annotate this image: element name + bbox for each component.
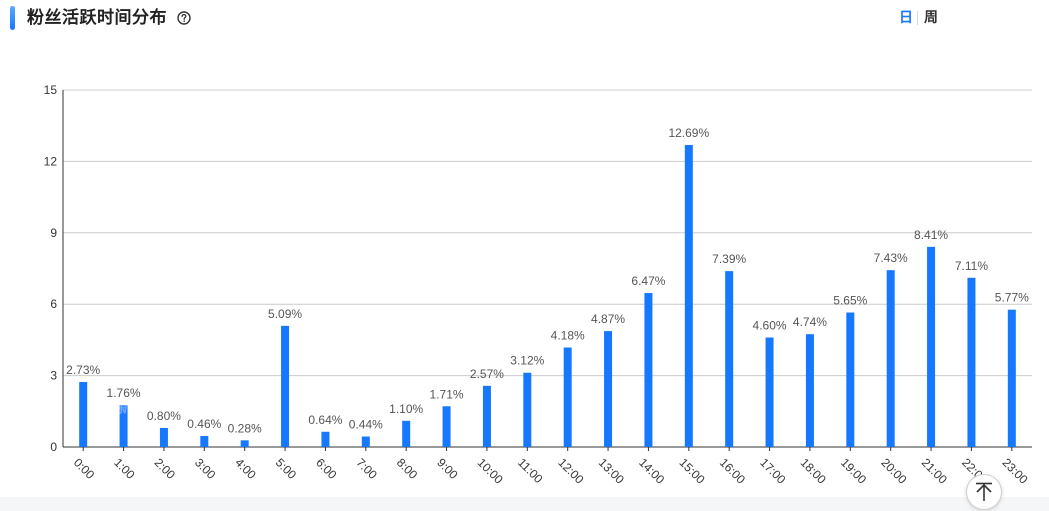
bar-4:00[interactable] — [240, 440, 249, 447]
x-tick-label: 17:00 — [757, 455, 788, 486]
x-tick-label: 14:00 — [636, 455, 667, 486]
x-tick-label: 5:00 — [273, 455, 300, 482]
bar-value-label: 6.47% — [631, 274, 665, 288]
bar-11:00[interactable] — [523, 372, 532, 447]
x-tick-label: 4:00 — [232, 455, 259, 482]
x-tick-label: 12:00 — [555, 455, 586, 486]
y-tick-label: 6 — [50, 297, 57, 311]
bar-value-label: 2.57% — [470, 367, 504, 381]
bar-value-label: 0.64% — [308, 413, 342, 427]
tab-week[interactable]: 周 — [924, 10, 938, 26]
bar-value-label: 2.73% — [66, 363, 100, 377]
arrow-to-top-icon — [976, 482, 992, 501]
x-tick-label: 8:00 — [394, 455, 421, 482]
bar-18:00[interactable] — [805, 334, 814, 447]
tab-divider — [917, 11, 918, 25]
x-tick-label: 20:00 — [878, 455, 909, 486]
chart-title: 粉丝活跃时间分布 — [27, 8, 167, 28]
bar-value-label: 0.28% — [228, 421, 262, 435]
bar-chart: 0 3 6 9 12 15 0:00 1:00 2:00 3:00 4:00 5:00 6:00 7:00… — [44, 83, 1032, 487]
x-tick-label: 15:00 — [676, 455, 707, 486]
x-tick-label: 23:00 — [999, 455, 1030, 486]
bar-17:00[interactable] — [765, 337, 774, 447]
bar-0:00[interactable] — [79, 382, 88, 447]
bar-15:00[interactable] — [684, 144, 693, 447]
bar-value-label: 0.46% — [187, 417, 221, 431]
title-accent-bar — [10, 6, 15, 30]
x-tick-label: 7:00 — [353, 455, 380, 482]
bar-value-label: 1.10% — [389, 402, 423, 416]
x-tick-label: 18:00 — [798, 455, 829, 486]
y-tick-label: 9 — [50, 226, 57, 240]
bar-value-label: 7.43% — [874, 251, 908, 265]
x-tick-label: 21:00 — [919, 455, 950, 486]
bar-value-label: 4.18% — [551, 329, 585, 343]
y-tick-label: 15 — [44, 83, 58, 97]
bar-value-label: 5.65% — [833, 294, 867, 308]
scroll-to-top-button[interactable] — [966, 474, 1002, 510]
y-tick-label: 12 — [44, 154, 58, 168]
x-tick-label: 6:00 — [313, 455, 340, 482]
x-tick-label: 9:00 — [434, 455, 461, 482]
bar-value-label: 4.87% — [591, 312, 625, 326]
x-tick-label: 2:00 — [152, 455, 179, 482]
bar-value-label: 3.12% — [510, 354, 544, 368]
bar-1:00[interactable] — [119, 405, 128, 447]
x-tick-label: 11:00 — [515, 455, 546, 486]
bar-value-label: 0.80% — [147, 409, 181, 423]
bar-7:00[interactable] — [361, 436, 370, 447]
bar-value-label: 1.71% — [430, 387, 464, 401]
bar-value-label: 7.39% — [712, 252, 746, 266]
tab-day[interactable]: 日 — [899, 10, 913, 26]
bar-3:00[interactable] — [200, 436, 209, 447]
x-tick-label: 0:00 — [71, 455, 98, 482]
bar-13:00[interactable] — [604, 331, 613, 447]
x-tick-label: 13:00 — [596, 455, 627, 486]
watermark-logo-icon — [95, 397, 115, 418]
page-background-strip — [0, 497, 1049, 511]
bar-22:00[interactable] — [967, 277, 976, 447]
bar-9:00[interactable] — [442, 406, 451, 447]
bar-value-label: 12.69% — [668, 126, 709, 140]
bar-2:00[interactable] — [159, 427, 168, 447]
bar-value-label: 4.74% — [793, 315, 827, 329]
bar-value-label: 4.60% — [753, 319, 787, 333]
bar-value-label: 0.44% — [349, 418, 383, 432]
x-tick-label: 19:00 — [838, 455, 869, 486]
bar-value-label: 1.76% — [107, 386, 141, 400]
watermark: 新榜 — [95, 396, 149, 418]
y-tick-label: 3 — [50, 369, 57, 383]
bar-value-label: 5.77% — [995, 291, 1029, 305]
bar-10:00[interactable] — [482, 385, 491, 447]
x-tick-label: 1:00 — [111, 455, 138, 482]
watermark-text: 新榜 — [117, 398, 150, 416]
x-tick-label: 10:00 — [475, 455, 506, 486]
question-circle-icon[interactable] — [177, 11, 191, 25]
y-tick-label: 0 — [50, 440, 57, 454]
bar-12:00[interactable] — [563, 347, 572, 447]
bar-5:00[interactable] — [281, 325, 290, 447]
bar-6:00[interactable] — [321, 431, 330, 447]
bar-8:00[interactable] — [402, 420, 411, 447]
bar-23:00[interactable] — [1007, 309, 1016, 447]
bar-value-label: 7.11% — [955, 259, 988, 273]
x-tick-label: 16:00 — [717, 455, 748, 486]
bar-19:00[interactable] — [846, 312, 855, 447]
bar-value-label: 5.09% — [268, 307, 302, 321]
bar-value-label: 8.41% — [914, 228, 948, 242]
bar-21:00[interactable] — [927, 246, 936, 447]
bar-20:00[interactable] — [886, 270, 895, 447]
x-tick-label: 3:00 — [192, 455, 219, 482]
bar-14:00[interactable] — [644, 293, 653, 447]
bar-16:00[interactable] — [725, 271, 734, 447]
